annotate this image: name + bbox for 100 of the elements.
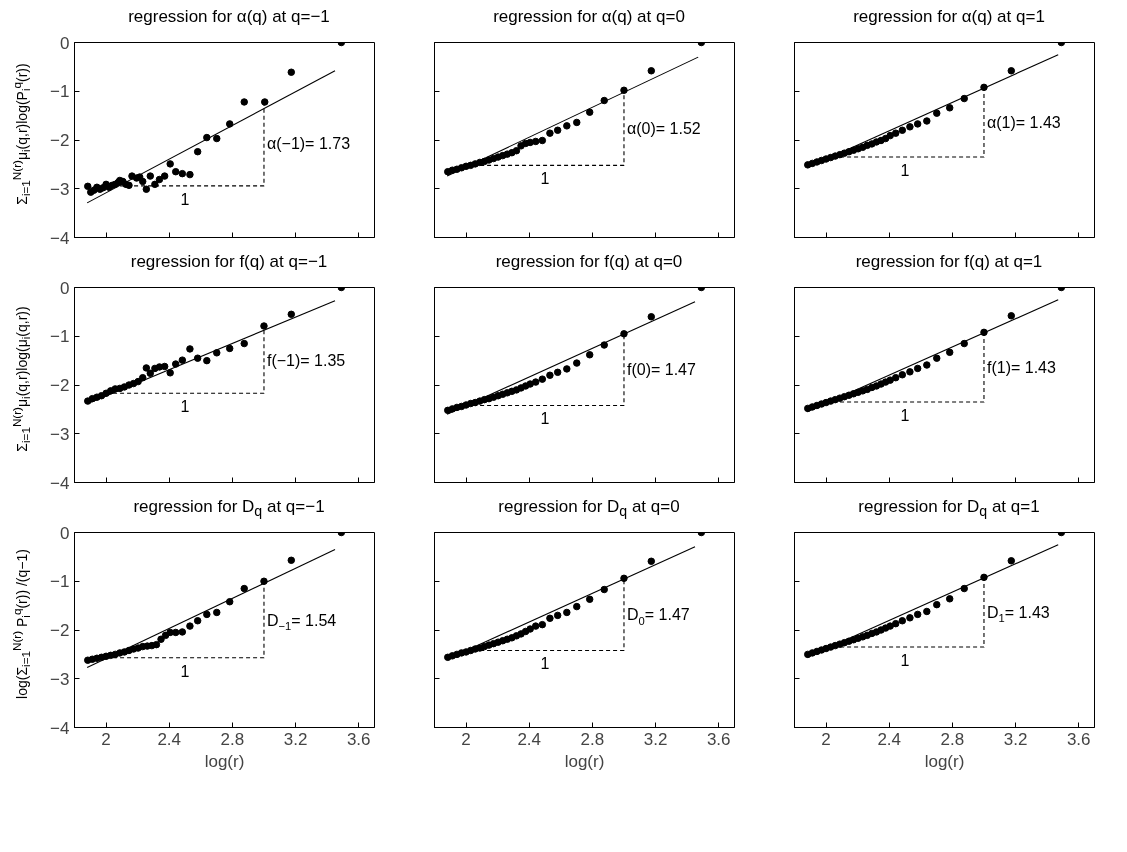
x-axis-title: log(r)	[924, 751, 965, 771]
point	[512, 146, 521, 155]
point	[203, 610, 211, 619]
annotation: 1	[180, 662, 190, 680]
point	[933, 109, 941, 117]
point	[171, 360, 180, 368]
y-tick-label: −1	[50, 572, 70, 592]
point	[1007, 312, 1016, 320]
point	[960, 94, 968, 103]
point	[960, 584, 968, 593]
annotation: f(0)= 1.47	[626, 361, 696, 379]
point	[142, 364, 151, 372]
point	[538, 620, 547, 629]
point	[585, 108, 594, 116]
chart-title: regression for α(q) at q=−1	[128, 6, 330, 28]
point	[563, 122, 571, 130]
point	[647, 313, 656, 321]
point	[160, 172, 169, 180]
point	[260, 322, 268, 330]
annotation: f(1)= 1.43	[986, 358, 1056, 376]
chart-title: regression for f(q) at q=1	[855, 251, 1043, 273]
x-tick-label: 3.6	[346, 729, 371, 749]
point	[240, 584, 248, 593]
point	[531, 378, 540, 386]
point	[906, 123, 914, 131]
point	[891, 619, 900, 628]
x-tick-label: 2.4	[877, 729, 902, 749]
x-tick-label: 3.2	[1003, 729, 1028, 749]
point	[898, 616, 907, 625]
point	[531, 137, 540, 146]
x-axis-title: log(r)	[564, 751, 605, 771]
point	[213, 349, 221, 357]
point	[600, 585, 608, 594]
point	[600, 341, 608, 349]
point	[193, 147, 202, 156]
point	[553, 126, 562, 134]
point	[891, 373, 900, 382]
y-tick-label: −3	[50, 179, 70, 199]
point	[553, 368, 562, 377]
annotation: 1	[180, 190, 190, 208]
annotation: 1	[540, 410, 550, 428]
chart-title: regression for D$_{q}$ at q=1	[858, 496, 1040, 522]
y-tick-label: −1	[50, 82, 70, 102]
point	[531, 622, 540, 630]
point	[261, 98, 269, 106]
point	[546, 614, 554, 623]
point	[933, 354, 941, 362]
x-tick-label: 2	[461, 729, 471, 749]
point	[913, 120, 922, 128]
point	[146, 369, 155, 378]
point	[240, 98, 248, 106]
point	[186, 170, 194, 179]
x-tick-label: 2.8	[580, 729, 605, 749]
point	[225, 344, 234, 353]
chart-title: regression for f(q) at q=−1	[130, 251, 328, 273]
point	[585, 595, 594, 604]
point	[647, 67, 656, 75]
point	[563, 365, 571, 373]
point	[923, 607, 931, 616]
point	[585, 351, 594, 359]
point	[553, 611, 562, 620]
point	[538, 375, 547, 383]
x-axis-title: log(r)	[204, 751, 245, 771]
point	[178, 628, 187, 636]
chart-title: regression for α(q) at q=1	[853, 6, 1045, 28]
y-tick-label: −4	[50, 228, 70, 248]
point	[898, 371, 907, 379]
point	[526, 625, 534, 633]
annotation: α(1)= 1.43	[986, 113, 1061, 131]
point	[240, 339, 248, 348]
chart-title: regression for f(q) at q=0	[495, 251, 683, 273]
point	[287, 556, 296, 565]
point	[573, 359, 581, 367]
chart-title: regression for D$_{q}$ at q=0	[498, 496, 680, 522]
point	[546, 129, 554, 137]
point	[203, 356, 211, 365]
point	[573, 602, 581, 611]
point	[213, 608, 221, 617]
y-tick-label: 0	[60, 278, 70, 298]
point	[193, 616, 202, 625]
annotation: f(−1)= 1.35	[266, 351, 346, 369]
point	[886, 376, 894, 384]
annotation: 1	[900, 162, 910, 180]
point	[886, 622, 894, 630]
point	[166, 160, 174, 168]
annotation: 1	[540, 170, 550, 188]
x-tick-label: 2.8	[940, 729, 965, 749]
x-tick-label: 2.4	[517, 729, 542, 749]
x-tick-label: 3.2	[283, 729, 308, 749]
point	[160, 362, 169, 371]
x-tick-label: 2	[101, 729, 111, 749]
point	[945, 348, 954, 357]
annotation: 1	[540, 655, 550, 673]
point	[178, 169, 187, 178]
y-tick-label: 0	[60, 33, 70, 53]
point	[960, 339, 968, 348]
point	[1007, 67, 1016, 75]
point	[945, 595, 954, 603]
y-tick-label: −4	[50, 473, 70, 493]
point	[923, 361, 931, 369]
